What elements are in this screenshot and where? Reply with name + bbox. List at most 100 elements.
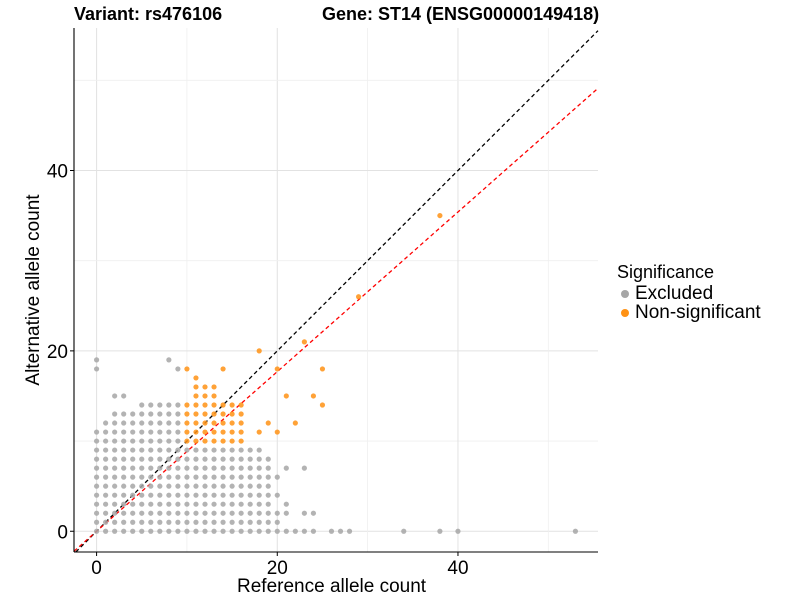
data-point	[220, 501, 226, 507]
data-point	[93, 501, 100, 507]
data-point	[256, 528, 262, 534]
data-point	[229, 492, 235, 498]
data-point	[103, 528, 109, 534]
data-point	[166, 483, 172, 489]
data-point	[328, 528, 335, 534]
data-point	[184, 492, 190, 498]
chart-title-gene: Gene: ST14 (ENSG00000149418)	[322, 4, 600, 24]
data-point	[211, 510, 217, 516]
data-point	[274, 492, 280, 498]
data-point	[139, 483, 145, 489]
data-point	[121, 420, 127, 426]
data-point	[193, 420, 199, 426]
x-axis-title: Reference allele count	[237, 576, 427, 597]
data-point	[184, 366, 190, 372]
data-point	[130, 429, 136, 435]
data-point	[238, 456, 244, 462]
data-point	[238, 492, 244, 498]
data-point	[184, 474, 190, 480]
legend-label-non-significant: Non-significant	[635, 301, 761, 323]
data-point	[148, 420, 154, 426]
data-point	[130, 528, 136, 534]
data-point	[112, 393, 118, 399]
data-point	[148, 474, 154, 480]
data-point	[130, 447, 136, 453]
data-point	[265, 519, 271, 525]
data-point	[93, 492, 100, 498]
data-point	[238, 483, 244, 489]
data-point	[220, 429, 226, 435]
data-point	[202, 456, 208, 462]
data-point	[211, 429, 217, 435]
data-point	[139, 528, 145, 534]
data-point	[139, 474, 145, 480]
data-point	[193, 402, 199, 408]
data-point	[220, 447, 226, 453]
data-point	[220, 465, 226, 471]
data-point	[139, 447, 145, 453]
data-point	[130, 519, 136, 525]
series-excluded	[93, 357, 579, 534]
data-point	[229, 447, 235, 453]
data-point	[93, 474, 100, 480]
data-point	[93, 447, 100, 453]
data-point	[93, 456, 100, 462]
data-point	[301, 339, 307, 345]
data-point	[139, 420, 145, 426]
data-point	[247, 483, 253, 489]
data-point	[148, 465, 154, 471]
data-point	[112, 465, 118, 471]
data-point	[148, 519, 154, 525]
data-point	[157, 528, 163, 534]
data-point	[247, 456, 253, 462]
data-point	[139, 429, 145, 435]
data-point	[157, 447, 163, 453]
data-point	[148, 483, 154, 489]
data-point	[175, 501, 181, 507]
data-point	[166, 474, 172, 480]
data-point	[130, 501, 136, 507]
data-point	[121, 474, 127, 480]
tick-labels: 0 20 40 0 20 40	[47, 161, 469, 579]
data-point	[166, 510, 172, 516]
data-point	[301, 465, 307, 471]
data-point	[265, 420, 271, 426]
data-point	[265, 465, 271, 471]
data-point	[355, 294, 362, 300]
data-point	[211, 438, 217, 444]
data-point	[238, 465, 244, 471]
data-point	[184, 456, 190, 462]
data-point	[220, 492, 226, 498]
data-point	[139, 519, 145, 525]
data-point	[193, 384, 199, 390]
data-point	[93, 465, 100, 471]
data-point	[139, 510, 145, 516]
data-point	[121, 411, 127, 417]
data-point	[121, 510, 127, 516]
data-point	[229, 402, 235, 408]
data-point	[112, 492, 118, 498]
data-point	[202, 474, 208, 480]
data-point	[238, 447, 244, 453]
data-point	[148, 411, 154, 417]
grid-lines	[74, 28, 598, 552]
data-point	[175, 411, 181, 417]
data-point	[193, 411, 199, 417]
data-point	[265, 510, 271, 516]
data-point	[292, 528, 298, 534]
data-point	[265, 501, 271, 507]
data-point	[121, 519, 127, 525]
data-point	[319, 402, 326, 408]
data-point	[130, 474, 136, 480]
data-point	[202, 447, 208, 453]
data-point	[184, 420, 190, 426]
data-point	[121, 447, 127, 453]
data-point	[229, 456, 235, 462]
data-point	[572, 528, 579, 534]
data-point	[121, 465, 127, 471]
data-point	[220, 474, 226, 480]
data-point	[112, 501, 118, 507]
y-tick-label: 20	[47, 342, 68, 363]
data-point	[166, 429, 172, 435]
data-point	[211, 411, 217, 417]
